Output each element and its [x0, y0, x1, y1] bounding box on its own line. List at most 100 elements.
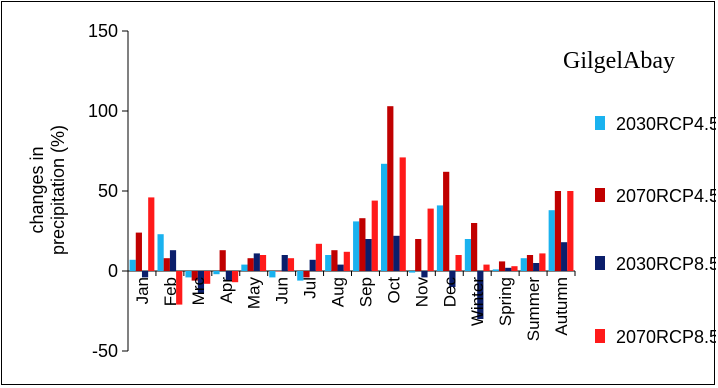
- bar-winter-0: [464, 239, 472, 271]
- bar-jan-3: [148, 197, 155, 271]
- bar-may-3: [259, 255, 267, 271]
- x-tick-label: Summer: [524, 277, 543, 342]
- bar-mrc-3: [204, 271, 211, 284]
- bar-apr-3: [231, 271, 239, 283]
- bar-feb-1: [163, 258, 170, 271]
- x-tick-label: Nov: [412, 277, 431, 308]
- bar-jan-2: [141, 271, 149, 278]
- x-tick-label: Feb: [161, 277, 180, 306]
- bar-jul-3: [315, 243, 322, 271]
- bar-nov-1: [415, 239, 422, 271]
- bar-autumn-0: [548, 210, 555, 271]
- bar-jul-0: [297, 271, 304, 281]
- legend-swatch-3: [595, 329, 605, 343]
- bar-aug-0: [325, 255, 332, 271]
- legend-swatch-2: [595, 256, 605, 270]
- bar-sep-0: [353, 221, 360, 271]
- bar-summer-0: [520, 258, 527, 271]
- legend-label-0: 2030RCP4.5: [616, 114, 716, 134]
- bar-apr-0: [213, 271, 220, 275]
- bar-dec-3: [455, 255, 462, 271]
- bar-spring-2: [505, 267, 512, 271]
- bar-may-0: [241, 264, 248, 271]
- bar-winter-3: [483, 264, 490, 271]
- bar-sep-1: [359, 218, 366, 271]
- x-tick-label: Winter: [468, 277, 487, 326]
- bar-jun-1: [275, 271, 282, 272]
- x-tick-label: Jan: [133, 277, 152, 304]
- x-tick-label: Autumn: [552, 277, 571, 336]
- bar-oct-3: [399, 157, 406, 271]
- legend: 2030RCP4.5 2070RCP4.5 2030RCP8.5 2070RCP8.5: [595, 114, 716, 347]
- bar-jul-2: [309, 259, 316, 271]
- x-tick-label: Dec: [440, 277, 459, 308]
- bar-summer-2: [533, 263, 540, 271]
- bar-aug-1: [331, 250, 338, 271]
- y-tick-label: 150: [88, 21, 118, 41]
- bar-winter-1: [471, 223, 478, 271]
- bar-jan-0: [129, 259, 136, 271]
- x-tick-label: Oct: [384, 277, 403, 304]
- bar-apr-2: [225, 271, 232, 281]
- bar-jan-1: [135, 232, 142, 271]
- x-tick-label: Apr: [217, 277, 236, 304]
- bar-may-2: [253, 253, 260, 271]
- bar-aug-2: [337, 264, 344, 271]
- y-tick-label: 50: [98, 181, 118, 201]
- bar-jun-2: [281, 255, 288, 271]
- bar-winter-2: [477, 271, 484, 319]
- bar-dec-1: [443, 171, 450, 271]
- bar-spring-3: [511, 266, 518, 271]
- bar-feb-2: [169, 250, 177, 271]
- bar-mrc-1: [191, 271, 198, 281]
- legend-label-2: 2030RCP8.5: [616, 254, 716, 274]
- bar-sep-3: [371, 200, 378, 271]
- y-axis-label: changes inprecipitation (%): [27, 125, 68, 255]
- legend-label-3: 2070RCP8.5: [616, 327, 716, 347]
- bar-nov-0: [408, 271, 416, 273]
- bar-dec-0: [436, 205, 444, 271]
- bar-spring-1: [498, 261, 506, 271]
- bar-spring-0: [492, 269, 499, 271]
- y-tick-label: 100: [88, 101, 118, 121]
- bar-may-1: [247, 258, 254, 271]
- bar-sep-2: [365, 239, 372, 271]
- labels-group: Jan Feb Mrc Apr May Jun Jul Aug Sep Oct Nov Dec Wint…: [133, 277, 571, 342]
- x-tick-label: Jun: [273, 277, 292, 304]
- bar-autumn-2: [561, 242, 568, 271]
- bar-feb-3: [176, 271, 183, 305]
- bar-mrc-0: [185, 271, 192, 278]
- bar-jun-3: [287, 258, 295, 271]
- bar-autumn-3: [567, 191, 574, 271]
- bar-nov-3: [427, 208, 434, 271]
- x-tick-label: Jul: [301, 277, 320, 299]
- bar-aug-3: [343, 251, 350, 271]
- x-tick-label: Mrc: [189, 277, 208, 306]
- chart-title: GilgelAbay: [563, 48, 675, 74]
- x-tick-label: May: [245, 277, 264, 310]
- bar-oct-2: [393, 235, 400, 271]
- bars-group: [129, 106, 574, 319]
- bar-oct-1: [387, 106, 394, 271]
- bar-dec-2: [449, 271, 456, 287]
- bar-mrc-2: [197, 271, 205, 294]
- x-tick-label: Aug: [329, 277, 348, 307]
- bar-feb-0: [157, 234, 164, 271]
- legend-swatch-1: [595, 188, 605, 202]
- legend-label-1: 2070RCP4.5: [616, 186, 716, 206]
- bar-autumn-1: [554, 191, 562, 271]
- y-tick-label: -50: [92, 341, 118, 361]
- bar-oct-0: [381, 163, 388, 271]
- bar-summer-1: [526, 255, 534, 271]
- x-tick-label: Spring: [496, 277, 515, 326]
- y-axis-label-line-1: changes in: [27, 146, 47, 233]
- legend-swatch-0: [595, 116, 605, 130]
- bar-summer-3: [539, 253, 546, 271]
- y-tick-label: 0: [108, 261, 118, 281]
- bar-jun-0: [269, 271, 276, 278]
- bar-nov-2: [421, 271, 428, 278]
- y-axis-label-line-2: precipitation (%): [48, 125, 68, 255]
- bar-apr-1: [219, 250, 226, 271]
